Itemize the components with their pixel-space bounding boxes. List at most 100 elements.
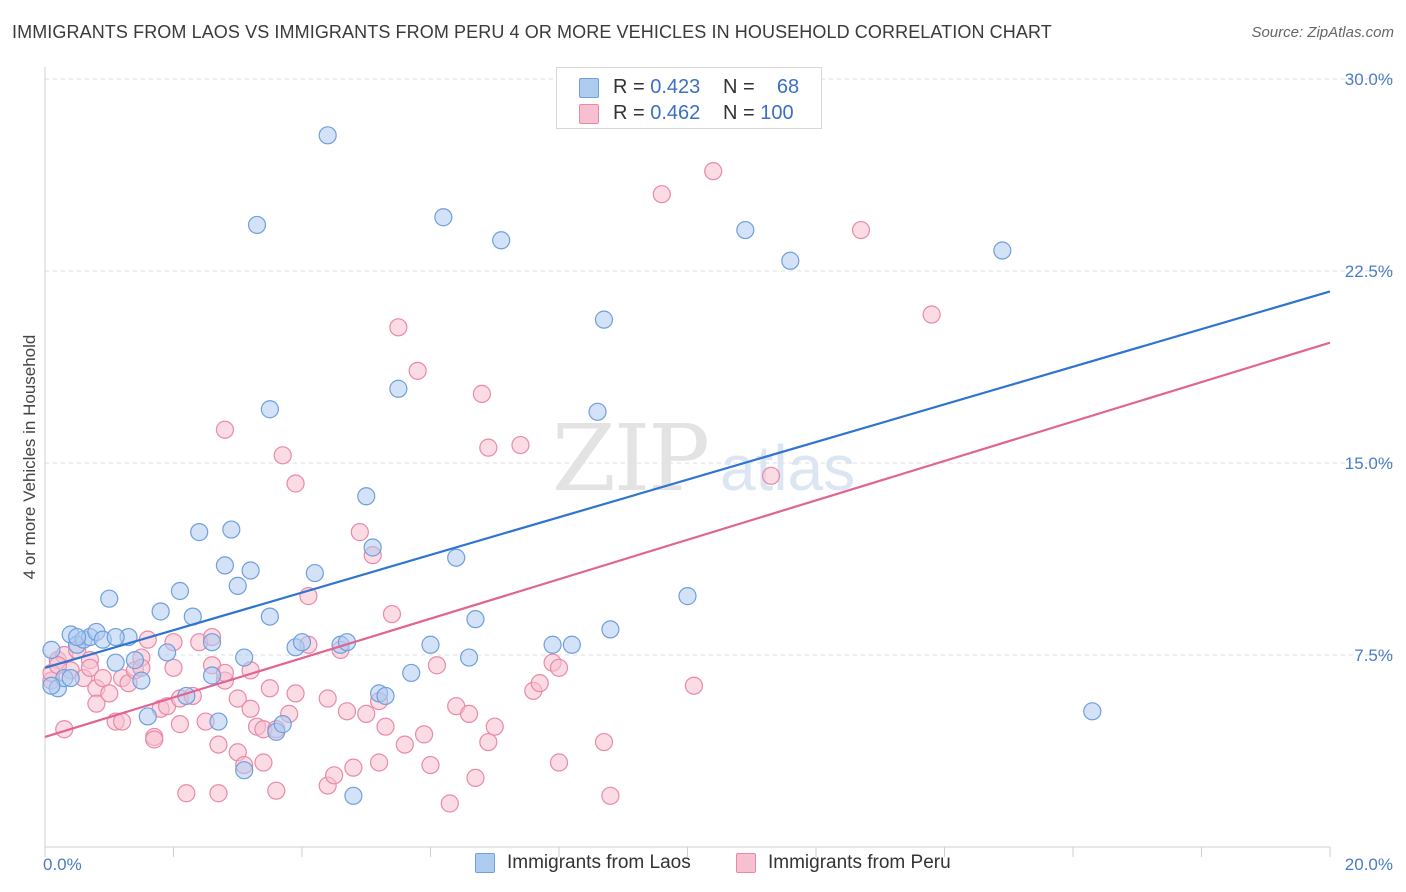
laos-point	[241, 561, 260, 580]
laos-trend-line	[44, 290, 1331, 669]
laos-point	[1083, 702, 1102, 721]
correlation-legend: R = 0.423 N = 68 R = 0.462 N = 100	[556, 67, 822, 129]
laos-point	[292, 633, 312, 652]
laos-point	[273, 715, 292, 734]
peru-point	[408, 361, 427, 380]
laos-point	[678, 587, 697, 606]
peru-point	[594, 732, 614, 752]
peru-point	[472, 384, 491, 403]
peru-point	[549, 658, 569, 677]
peru-swatch	[579, 104, 599, 124]
laos-n-value: 68	[776, 76, 800, 98]
y-axis-title: 4 or more Vehicles in Household	[20, 335, 39, 580]
peru-point	[466, 768, 485, 787]
watermark: ZIP atlas	[552, 405, 855, 512]
laos-point	[363, 538, 382, 557]
peru-point	[350, 523, 369, 542]
laos-point	[190, 523, 209, 542]
peru-point	[87, 694, 106, 713]
laos-points	[42, 126, 1102, 805]
laos-point	[247, 215, 267, 235]
laos-point	[376, 686, 395, 706]
laos-point	[202, 633, 222, 652]
laos-point	[151, 602, 170, 621]
laos-point	[447, 548, 466, 567]
peru-point	[337, 702, 357, 721]
peru-point	[652, 185, 671, 204]
y-tick-label: 15.0%	[1345, 454, 1393, 473]
laos-swatch	[579, 78, 599, 98]
laos-point	[61, 668, 80, 688]
laos-point	[344, 786, 363, 805]
laos-point	[736, 220, 755, 240]
laos-point	[781, 251, 800, 270]
laos-legend-swatch	[475, 853, 495, 873]
laos-point	[357, 487, 376, 506]
peru-point	[479, 438, 498, 457]
watermark-atlas: atlas	[720, 432, 855, 504]
x-tick-label: 20.0%	[1345, 855, 1393, 874]
laos-point	[42, 676, 61, 695]
peru-point	[421, 755, 440, 775]
laos-point	[562, 635, 581, 654]
peru-legend-label: Immigrants from Peru	[768, 852, 951, 873]
laos-point	[222, 520, 241, 539]
laos-r-value: 0.423	[650, 76, 701, 98]
peru-point	[241, 699, 260, 718]
laos-point	[402, 663, 421, 683]
laos-point	[132, 671, 151, 690]
peru-point	[395, 735, 414, 754]
peru-point	[80, 658, 100, 677]
laos-point	[305, 563, 324, 583]
laos-point	[202, 666, 222, 685]
peru-trend-line	[44, 341, 1331, 738]
laos-point	[389, 379, 408, 398]
source-credit: Source: ZipAtlas.com	[1251, 24, 1394, 41]
peru-point	[145, 730, 164, 749]
peru-point	[286, 684, 305, 703]
laos-point	[209, 712, 228, 731]
y-tick-label: 22.5%	[1345, 262, 1393, 281]
peru-point	[267, 781, 286, 800]
peru-point	[370, 753, 389, 772]
laos-point	[588, 402, 607, 421]
trend-lines	[44, 290, 1331, 738]
peru-n-value: 100	[760, 102, 794, 124]
peru-point	[215, 420, 234, 439]
y-tick-label: 30.0%	[1345, 70, 1393, 89]
laos-point	[318, 126, 337, 145]
laos-point	[543, 635, 562, 654]
laos-point	[106, 653, 125, 672]
peru-point	[273, 446, 292, 465]
laos-legend-label: Immigrants from Laos	[507, 852, 691, 873]
peru-point	[93, 668, 112, 688]
axis-labels: 7.5% 15.0% 22.5% 30.0% 0.0% 20.0% 4 or more Ve…	[20, 70, 1393, 874]
peru-point	[684, 676, 704, 695]
peru-point	[389, 318, 408, 337]
peru-point	[209, 784, 228, 803]
laos-point	[138, 707, 157, 726]
peru-point	[170, 715, 190, 734]
laos-point	[993, 241, 1012, 260]
peru-point	[479, 732, 498, 752]
peru-point	[601, 786, 620, 805]
y-tick-label: 7.5%	[1354, 646, 1393, 665]
peru-point	[414, 725, 434, 744]
peru-point	[440, 794, 459, 813]
peru-point	[549, 753, 569, 772]
peru-point	[318, 689, 337, 708]
peru-point	[530, 674, 549, 693]
peru-point	[704, 162, 723, 181]
laos-point	[228, 576, 247, 595]
laos-point	[594, 310, 614, 329]
peru-point	[382, 604, 402, 624]
peru-legend-swatch	[736, 853, 756, 873]
peru-point	[286, 474, 305, 493]
laos-n-label: N =	[723, 76, 755, 98]
laos-point	[421, 635, 440, 654]
peru-point	[209, 735, 228, 754]
peru-point	[344, 758, 363, 777]
peru-point	[164, 658, 183, 677]
laos-r-label: R =	[613, 76, 645, 98]
